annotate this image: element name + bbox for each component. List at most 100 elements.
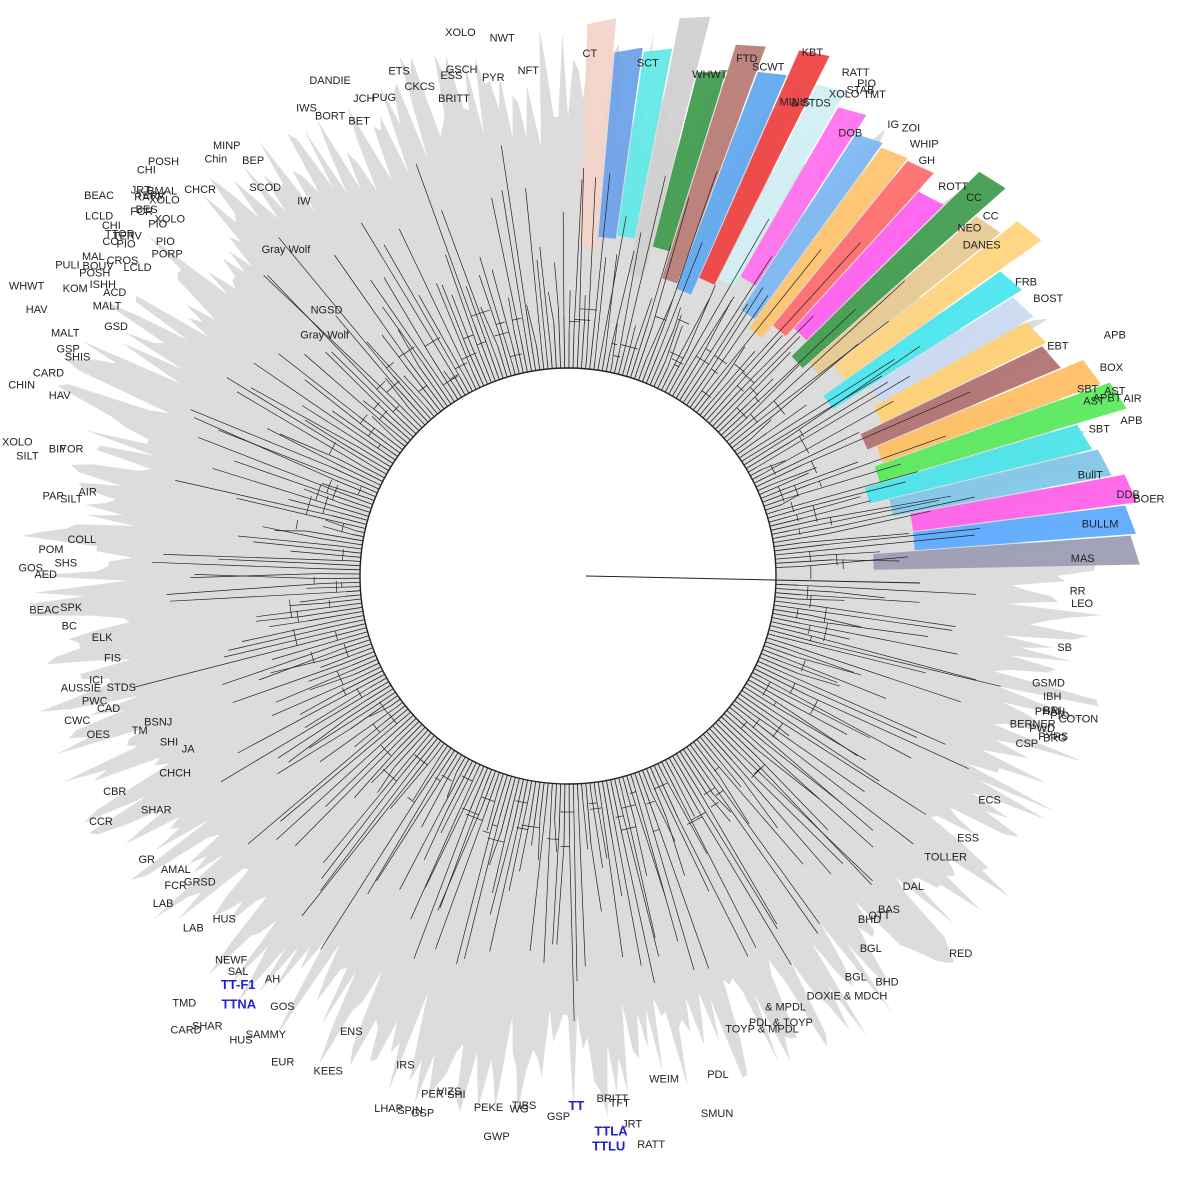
branch-inner (404, 711, 411, 718)
branch-inner (734, 438, 751, 452)
branch-outer (237, 689, 355, 754)
leaf-label-77: RATT (842, 67, 870, 79)
branch-inner (539, 782, 545, 818)
branch-inner (385, 453, 396, 461)
branch-outer (304, 687, 370, 728)
leaf-label-124: ESS (957, 832, 979, 844)
branch-inner (618, 777, 623, 791)
branch-inner (775, 583, 799, 586)
leaf-label-46: TERV (136, 190, 166, 202)
leaf-label-191: PIO (156, 236, 175, 248)
leaf-label-202: MINP (213, 140, 241, 152)
branch-outer (486, 791, 498, 831)
branch-outer (539, 246, 552, 352)
branch-outer (451, 294, 471, 344)
branch-outer (308, 665, 352, 682)
branch-inner (597, 781, 601, 798)
branch-inner (712, 725, 738, 752)
branch-outer (218, 429, 362, 487)
branch-inner (709, 728, 750, 772)
branch-inner (610, 779, 623, 837)
branch-inner (709, 392, 738, 424)
branch-inner (585, 353, 588, 369)
branch-arc (695, 355, 709, 365)
branch-inner (771, 617, 801, 624)
branch-arc (379, 701, 389, 714)
branch-inner (354, 662, 380, 675)
branch-inner (769, 517, 803, 527)
leaf-label-49: NGSD (311, 305, 343, 317)
branch-inner (325, 503, 369, 517)
branch-inner (702, 379, 736, 419)
leaf-label-106: BOER (1133, 494, 1164, 506)
leaf-label-162: AUSSIE (61, 683, 101, 695)
branch-inner (729, 706, 740, 716)
branch-inner (483, 336, 500, 380)
branch-inner (551, 783, 553, 794)
branch-outer (797, 672, 840, 687)
leaf-label-23: SHI (160, 737, 178, 749)
branch-arc (341, 687, 347, 696)
branch-inner (775, 566, 801, 568)
branch-inner (345, 555, 361, 558)
branch-inner (408, 408, 426, 426)
clade-wedge-4 (628, 16, 711, 278)
branch-outer (489, 827, 514, 915)
leaf-label-150: ENS (340, 1026, 363, 1038)
branch-arc (752, 719, 760, 729)
branch-outer (413, 809, 471, 959)
clade-wedge-23 (874, 382, 1127, 483)
branch-outer (266, 428, 338, 465)
branch-outer (170, 591, 347, 602)
branch-outer (412, 753, 443, 801)
branch-outer (508, 793, 530, 891)
branch-inner (661, 761, 679, 796)
branch-inner (769, 625, 802, 634)
leaf-label-60: ETS (388, 65, 409, 77)
leaf-label-33: POM (38, 544, 63, 556)
leaf-label-104: BullT (1078, 470, 1103, 482)
branch-arc (809, 595, 812, 608)
branch-outer (801, 594, 920, 603)
branch-outer (650, 791, 676, 842)
branch-outer (677, 816, 749, 957)
branch-arc (715, 790, 724, 796)
leaf-label-87: ROTT (938, 181, 968, 193)
branch-outer (800, 622, 958, 655)
branch-inner (367, 497, 375, 501)
branch-inner (309, 562, 361, 567)
branch-inner (736, 696, 770, 721)
branch-outer (700, 803, 778, 930)
branch-inner (610, 365, 613, 373)
branch-outer (554, 262, 559, 309)
branch-inner (668, 757, 698, 809)
branch-inner (731, 703, 780, 741)
branch-inner (308, 611, 364, 622)
branch-outer (687, 285, 716, 350)
branch-outer (663, 170, 718, 327)
branch-inner (344, 639, 371, 649)
leaf-label-105: DDB (1117, 489, 1140, 501)
branch-inner (558, 783, 562, 830)
leaf-label-35: BIF (49, 444, 66, 456)
branch-inner (344, 444, 389, 471)
highlighted-label-5: TT-F1 (221, 977, 256, 992)
branch-outer (377, 766, 395, 793)
branch-outer (738, 714, 874, 831)
branch-inner (757, 484, 771, 492)
leaf-label-118: PIO (1050, 710, 1069, 722)
branch-inner (426, 407, 435, 417)
branch-arc (510, 353, 523, 357)
branch-outer (803, 481, 906, 509)
branch-inner (315, 568, 361, 571)
branch-arc (812, 505, 818, 522)
branch-inner (497, 345, 508, 378)
branch-arc (481, 796, 495, 802)
branch-outer (253, 362, 387, 455)
branch-arc (629, 791, 637, 794)
branch-arc (711, 368, 719, 374)
leaf-label-170: YOR (60, 444, 84, 456)
branch-inner (642, 325, 665, 382)
branch-inner (355, 439, 394, 464)
branch-arc (376, 380, 386, 390)
